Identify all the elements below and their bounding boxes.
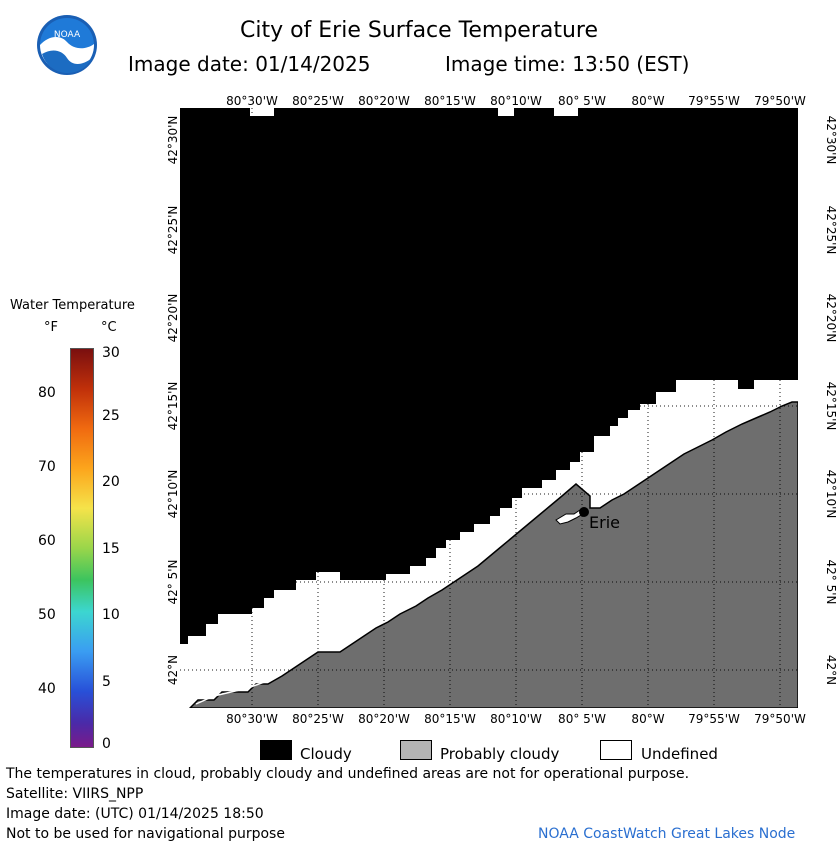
cloudy-area	[180, 108, 798, 644]
lon-label: 80°10'W	[490, 94, 542, 108]
legend-title: Water Temperature	[10, 298, 135, 313]
key-cloudy-label: Cloudy	[300, 745, 352, 763]
lat-label: 42°10'N	[166, 469, 180, 519]
key-cloudy-swatch	[260, 740, 292, 760]
temperature-color-scale	[70, 348, 94, 748]
page-title: City of Erie Surface Temperature	[239, 18, 599, 43]
lon-label: 80° 5'W	[558, 712, 606, 726]
key-undefined-swatch	[600, 740, 632, 760]
lat-label: 42°20'N	[166, 293, 180, 343]
lon-label: 80°30'W	[226, 712, 278, 726]
lat-label: 42°N	[166, 654, 180, 686]
c-tick: 0	[102, 736, 111, 752]
f-tick: 50	[38, 607, 56, 623]
lat-label: 42°20'N	[824, 293, 838, 343]
c-tick: 25	[102, 408, 120, 424]
lon-label: 80°25'W	[292, 94, 344, 108]
disclaimer: The temperatures in cloud, probably clou…	[6, 766, 690, 782]
graticule	[180, 108, 798, 708]
key-probably-cloudy-label: Probably cloudy	[440, 745, 560, 763]
lon-label: 80°W	[631, 94, 665, 108]
f-tick: 40	[38, 681, 56, 697]
image-date: Image date: 01/14/2025	[128, 52, 371, 76]
lon-label: 80°W	[631, 712, 665, 726]
lon-label: 79°55'W	[688, 94, 740, 108]
key-undefined-label: Undefined	[641, 745, 718, 763]
image-time: Image time: 13:50 (EST)	[445, 52, 690, 76]
lon-label: 80°20'W	[358, 94, 410, 108]
lon-label: 79°50'W	[754, 712, 806, 726]
f-tick: 80	[38, 385, 56, 401]
nav-warning: Not to be used for navigational purpose	[6, 826, 285, 842]
lat-label: 42°15'N	[166, 381, 180, 431]
f-tick: 70	[38, 459, 56, 475]
unit-fahrenheit: °F	[44, 320, 58, 335]
c-tick: 5	[102, 674, 111, 690]
lat-label: 42°25'N	[824, 205, 838, 255]
lat-label: 42°15'N	[824, 381, 838, 431]
map-canvas	[180, 108, 798, 708]
city-marker	[579, 507, 589, 517]
c-tick: 10	[102, 607, 120, 623]
lat-label: 42°10'N	[824, 469, 838, 519]
satellite: Satellite: VIIRS_NPP	[6, 786, 144, 802]
lon-label: 80° 5'W	[558, 94, 606, 108]
probably-cloudy-area	[188, 401, 798, 708]
credit: NOAA CoastWatch Great Lakes Node	[538, 826, 796, 842]
unit-celsius: °C	[101, 320, 117, 335]
lat-label: 42°30'N	[824, 115, 838, 165]
lon-label: 80°25'W	[292, 712, 344, 726]
lon-label: 80°15'W	[424, 94, 476, 108]
lon-label: 80°20'W	[358, 712, 410, 726]
lon-label: 80°15'W	[424, 712, 476, 726]
c-tick: 20	[102, 474, 120, 490]
lon-label: 80°30'W	[226, 94, 278, 108]
noaa-logo: NOAA	[36, 14, 98, 76]
lat-label: 42° 5'N	[824, 559, 838, 605]
utc-date: Image date: (UTC) 01/14/2025 18:50	[6, 806, 264, 822]
c-tick: 15	[102, 541, 120, 557]
svg-text:NOAA: NOAA	[54, 30, 81, 40]
c-tick: 30	[102, 345, 120, 361]
lon-label: 80°10'W	[490, 712, 542, 726]
lon-label: 79°55'W	[688, 712, 740, 726]
lon-label: 79°50'W	[754, 94, 806, 108]
key-probably-cloudy-swatch	[400, 740, 432, 760]
city-label: Erie	[589, 513, 620, 532]
lat-label: 42°25'N	[166, 205, 180, 255]
lat-label: 42° 5'N	[166, 559, 180, 605]
lat-label: 42°N	[824, 654, 838, 686]
lat-label: 42°30'N	[166, 115, 180, 165]
f-tick: 60	[38, 533, 56, 549]
